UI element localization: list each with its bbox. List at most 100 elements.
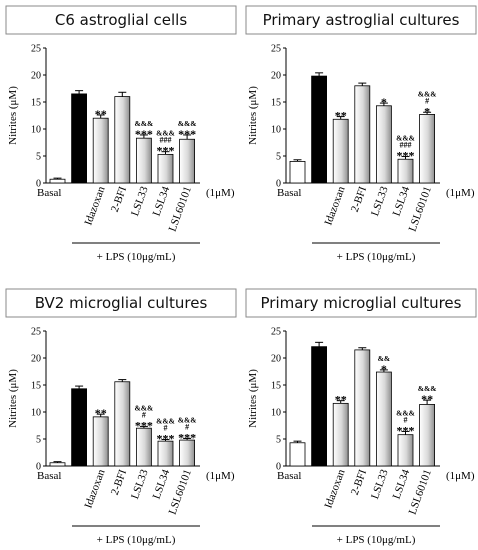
y-tick-label: 0 [276, 179, 281, 190]
significance-mark: ### [400, 141, 412, 150]
bar [179, 138, 196, 184]
bar [49, 178, 66, 184]
significance-mark: && [378, 354, 391, 363]
y-tick-label: 5 [36, 152, 41, 163]
bar [354, 349, 371, 467]
y-tick-label: 10 [271, 125, 281, 136]
significance-mark: &&& [396, 134, 415, 143]
panel-title: Primary astroglial cultures [263, 11, 460, 29]
significance-mark: *** [135, 419, 153, 433]
dose-label: (1μM) [206, 470, 235, 482]
significance-mark: *** [397, 423, 415, 437]
significance-mark: &&& [135, 404, 154, 413]
significance-mark: # [425, 96, 429, 105]
significance-mark: *** [157, 432, 175, 446]
y-axis-label: Nitrites (μM) [247, 86, 259, 145]
y-tick-label: 20 [271, 354, 281, 365]
bar [71, 93, 87, 184]
panel-title: Primary microglial cultures [261, 294, 462, 312]
significance-mark: *** [135, 127, 153, 141]
lps-group-label: + LPS (10μg/mL) [97, 534, 176, 546]
significance-mark: * [381, 95, 387, 109]
significance-mark: *** [397, 149, 415, 163]
lps-group-label: + LPS (10μg/mL) [97, 251, 176, 263]
dose-label: (1μM) [206, 187, 235, 199]
y-tick-label: 5 [276, 152, 281, 163]
dose-label: (1μM) [446, 470, 475, 482]
panel-title: BV2 microglial cultures [35, 294, 208, 312]
y-tick-label: 0 [36, 462, 41, 473]
bar [375, 371, 392, 467]
bar [135, 427, 152, 467]
category-label: LSL34 [151, 184, 173, 217]
category-label: Basal [277, 470, 301, 482]
category-label: LSL33 [129, 184, 151, 217]
bar [135, 137, 152, 184]
bar [157, 153, 174, 184]
significance-mark: # [164, 424, 168, 433]
bar [49, 462, 66, 467]
y-tick-label: 20 [271, 71, 281, 82]
y-tick-label: 15 [271, 381, 281, 392]
significance-mark: * [424, 104, 430, 118]
y-tick-label: 15 [31, 98, 41, 109]
significance-mark: # [142, 411, 146, 420]
significance-mark: &&& [178, 415, 197, 424]
lps-group-label: + LPS (10μg/mL) [337, 251, 416, 263]
panel-title-box [5, 5, 237, 35]
category-label: LSL34 [151, 467, 173, 500]
category-label: LSL34 [391, 184, 413, 217]
significance-mark: &&& [135, 119, 154, 128]
panel-4: Primary microglial cultures 0 5 10 15 20 25 Nit… [245, 288, 477, 546]
bar [179, 439, 196, 467]
bar [289, 442, 306, 467]
y-tick-label: 25 [271, 327, 281, 338]
significance-mark: ** [95, 406, 107, 420]
category-label: Basal [277, 187, 301, 199]
y-tick-label: 25 [271, 44, 281, 55]
lps-group-label: + LPS (10μg/mL) [337, 534, 416, 546]
category-label: Idazoxan [82, 467, 107, 509]
y-axis-label: Nitrites (μM) [247, 369, 259, 428]
y-tick-label: 20 [31, 71, 41, 82]
bar [419, 404, 436, 467]
significance-mark: * [381, 362, 387, 376]
y-tick-label: 15 [271, 98, 281, 109]
panel-title: C6 astroglial cells [55, 11, 187, 29]
bar [397, 158, 414, 184]
significance-mark: &&& [418, 89, 437, 98]
bar [311, 346, 327, 467]
category-label: LSL34 [391, 467, 413, 500]
significance-mark: &&& [418, 384, 437, 393]
y-tick-label: 5 [276, 435, 281, 446]
significance-mark: &&& [156, 129, 175, 138]
significance-mark: ** [335, 109, 347, 123]
significance-mark: *** [157, 144, 175, 158]
y-tick-label: 10 [31, 125, 41, 136]
y-tick-label: 0 [36, 179, 41, 190]
significance-mark: # [404, 415, 408, 424]
y-tick-label: 5 [36, 435, 41, 446]
category-label: 2-BFI [349, 468, 369, 497]
category-label: Basal [37, 187, 61, 199]
bar [114, 381, 131, 467]
bar [71, 388, 87, 467]
y-tick-label: 25 [31, 44, 41, 55]
bar [375, 105, 392, 184]
category-label: Idazoxan [322, 467, 347, 509]
bar [397, 434, 414, 467]
bar [332, 118, 349, 184]
bar [92, 416, 109, 467]
panel-3: BV2 microglial cultures 0 5 10 15 20 25 Nitrite… [5, 288, 237, 546]
bar [114, 96, 131, 184]
y-tick-label: 10 [271, 408, 281, 419]
y-axis-label: Nitrites (μM) [7, 369, 19, 428]
significance-mark: ** [421, 392, 433, 406]
category-label: Basal [37, 470, 61, 482]
category-label: LSL33 [369, 467, 391, 500]
dose-label: (1μM) [446, 187, 475, 199]
significance-mark: &&& [156, 417, 175, 426]
bar [354, 85, 371, 184]
category-label: 2-BFI [349, 185, 369, 214]
significance-mark: *** [178, 430, 196, 444]
